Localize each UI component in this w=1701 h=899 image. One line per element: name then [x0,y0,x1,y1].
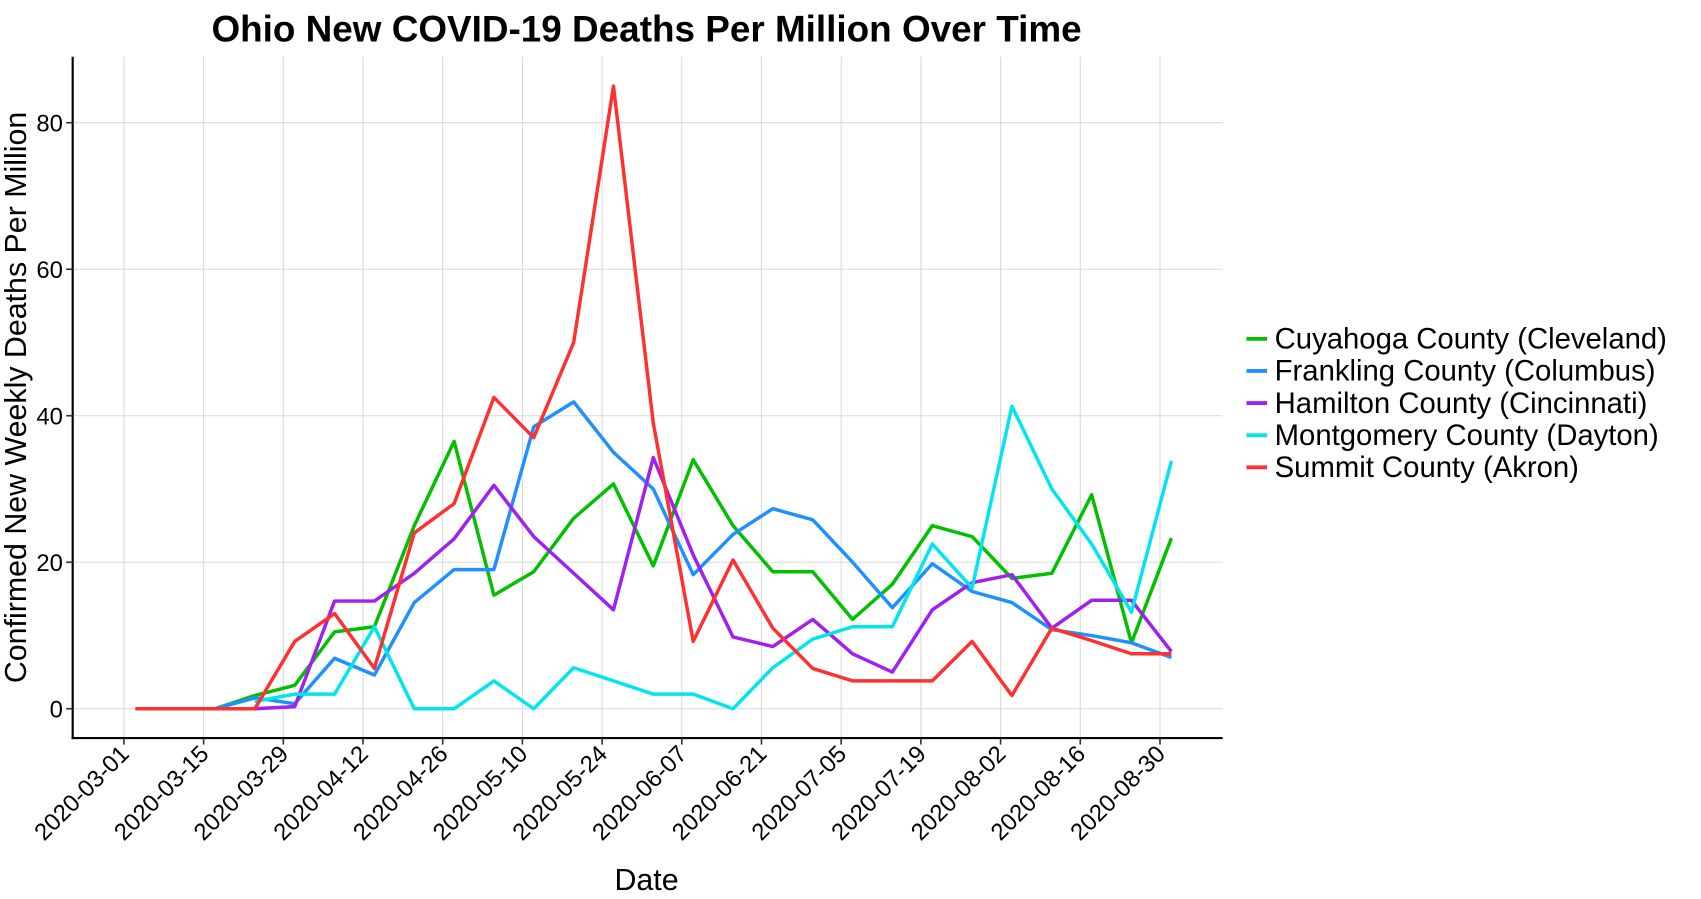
y-tick-label: 80 [36,110,63,137]
y-axis-label: Confirmed New Weekly Deaths Per Million [0,112,33,683]
series-line-4 [135,84,1172,711]
legend-label-3: Montgomery County (Dayton) [1275,419,1659,452]
legend-label-2: Hamilton County (Cincinnati) [1275,387,1648,420]
y-tick-label: 60 [36,257,63,284]
x-ticks: 2020-03-012020-03-152020-03-292020-04-12… [29,738,1171,846]
x-axis-label: Date [614,864,678,897]
legend-label-4: Summit County (Akron) [1275,451,1579,484]
legend-label-0: Cuyahoga County (Cleveland) [1275,323,1667,356]
legend: Cuyahoga County (Cleveland)Frankling Cou… [1246,323,1667,484]
series-line-1 [175,400,1172,711]
y-tick-label: 20 [36,550,63,577]
legend-label-1: Frankling County (Columbus) [1275,355,1656,388]
y-ticks: 0 20 40 60 80 [36,110,73,723]
chart-title: Ohio New COVID-19 Deaths Per Million Ove… [211,9,1081,50]
grid-lines [72,56,1223,739]
y-tick-label: 0 [50,696,63,723]
series-lines [135,84,1174,711]
series-line-3 [254,404,1174,711]
y-tick-label: 40 [36,403,63,430]
series-line-2 [254,455,1173,711]
